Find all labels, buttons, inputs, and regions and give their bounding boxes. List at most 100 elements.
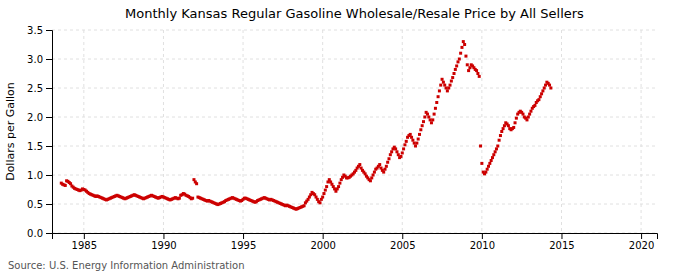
point	[451, 76, 454, 79]
point	[528, 113, 531, 116]
tick-label: 1.5	[27, 141, 43, 152]
point	[431, 118, 434, 121]
point	[415, 142, 418, 145]
point	[178, 197, 181, 200]
point	[454, 68, 457, 71]
point	[378, 163, 381, 166]
point	[303, 204, 306, 207]
tick-mark	[46, 146, 52, 147]
point	[421, 124, 424, 127]
x-axis: 19851990199520002005201020152020	[53, 233, 658, 251]
point	[488, 162, 491, 165]
point	[515, 117, 518, 120]
grid-line-y	[52, 117, 657, 118]
point	[399, 155, 402, 158]
tick: 0.0	[27, 228, 52, 239]
point	[435, 101, 438, 104]
point	[417, 138, 420, 141]
point	[491, 156, 494, 159]
point	[495, 147, 498, 150]
point	[337, 185, 340, 188]
point	[195, 182, 198, 185]
tick: 3.0	[27, 54, 52, 65]
point	[458, 58, 461, 61]
point	[521, 113, 524, 116]
point	[413, 142, 416, 145]
point	[548, 84, 551, 87]
tick-label: 1985	[72, 240, 97, 251]
point	[462, 40, 465, 43]
axis-line	[46, 31, 53, 234]
point	[426, 113, 429, 116]
tick: 1.5	[27, 141, 52, 152]
point	[503, 124, 506, 127]
tick: 1985	[72, 233, 97, 251]
point	[373, 171, 376, 174]
grid-line-y	[52, 146, 657, 147]
point	[549, 87, 552, 90]
point	[445, 87, 448, 90]
tick: 1990	[151, 233, 176, 251]
point	[478, 75, 481, 78]
point	[463, 43, 466, 46]
point	[507, 124, 510, 127]
point	[439, 84, 442, 87]
point	[395, 150, 398, 153]
point	[533, 104, 536, 107]
tick: 2005	[390, 233, 415, 251]
point	[460, 46, 463, 49]
tick-mark	[641, 233, 642, 239]
tick: 3.5	[27, 25, 52, 36]
point	[464, 55, 467, 58]
grid-line-y	[52, 59, 657, 60]
point	[389, 153, 392, 156]
chart-container: 198519901995200020052010201520200.00.51.…	[0, 0, 675, 275]
point	[544, 84, 547, 87]
point	[541, 89, 544, 92]
tick-mark	[46, 233, 52, 234]
point	[529, 110, 532, 113]
point	[427, 116, 430, 119]
point	[468, 66, 471, 69]
grid-line-x	[402, 30, 403, 233]
point	[338, 182, 341, 185]
point	[527, 116, 530, 119]
point	[480, 162, 483, 165]
grid-line-y	[52, 30, 657, 31]
tick-mark	[46, 175, 52, 176]
point	[386, 161, 389, 164]
point	[429, 118, 432, 121]
tick-mark	[243, 233, 244, 239]
point	[437, 95, 440, 98]
point	[540, 92, 543, 95]
point	[543, 87, 546, 90]
tick-mark	[84, 233, 85, 239]
tick-label: 2010	[470, 240, 495, 251]
point	[324, 189, 327, 192]
point	[484, 171, 487, 174]
point	[369, 179, 372, 182]
tick-label: 2000	[310, 240, 335, 251]
point	[446, 89, 449, 92]
point	[414, 145, 417, 148]
tick-label: 0.0	[27, 228, 43, 239]
point	[191, 197, 194, 200]
tick-mark	[323, 233, 324, 239]
annotation: Source: U.S. Energy Information Administ…	[8, 260, 245, 271]
point	[496, 145, 499, 148]
point	[358, 163, 361, 166]
point	[405, 140, 408, 143]
tick-label: 2.5	[27, 83, 43, 94]
point	[325, 185, 328, 188]
point	[499, 134, 502, 137]
tick: 2020	[629, 233, 654, 251]
tick: 1995	[231, 233, 256, 251]
point	[411, 139, 414, 142]
point	[455, 64, 458, 67]
grid-line-x	[322, 30, 323, 233]
point	[498, 139, 501, 142]
point	[500, 130, 503, 133]
point	[467, 69, 470, 72]
y-axis-title: Dollars per Gallon	[4, 82, 17, 181]
point	[456, 60, 459, 63]
